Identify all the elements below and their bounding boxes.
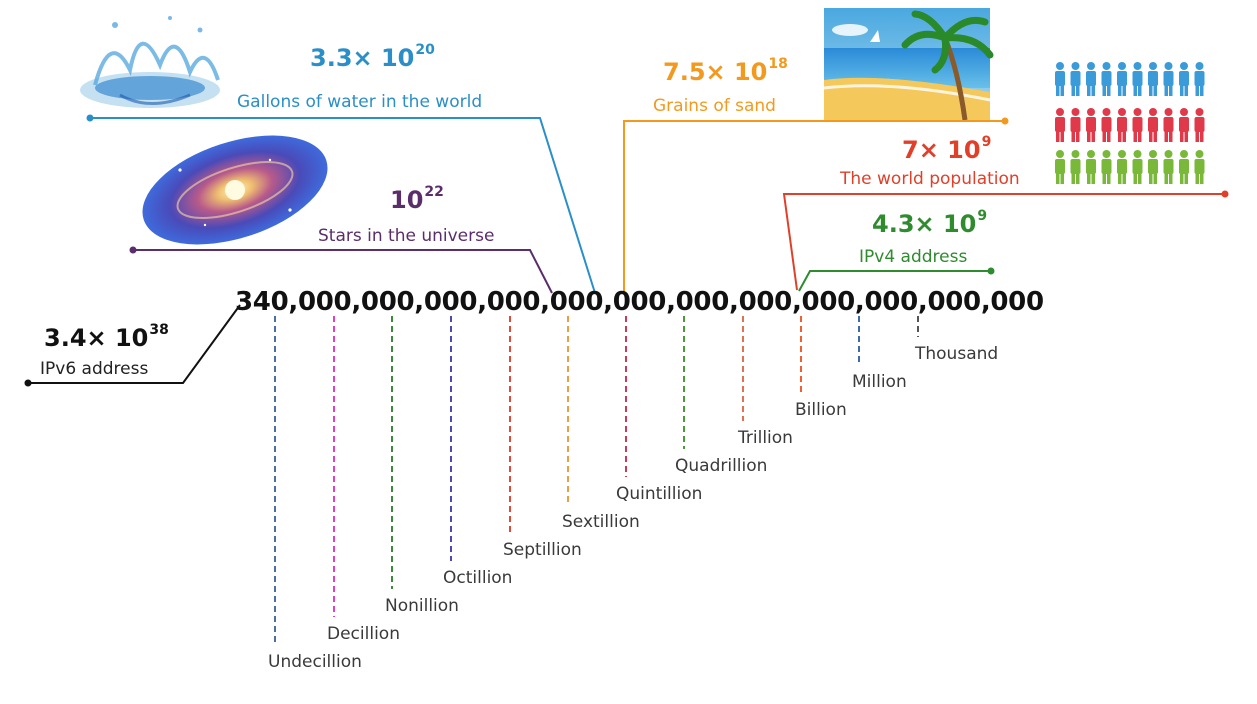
person-figure bbox=[1070, 108, 1081, 142]
person-figure bbox=[1086, 150, 1096, 184]
person-figure bbox=[1101, 62, 1112, 96]
sand-value: 7.5× 1018 bbox=[663, 56, 788, 86]
person-figure bbox=[1179, 62, 1189, 96]
galaxy-icon bbox=[142, 135, 328, 245]
person-figure bbox=[1132, 62, 1143, 96]
population-value: 7× 109 bbox=[902, 134, 992, 164]
person-figure bbox=[1132, 108, 1143, 142]
person-figure bbox=[1148, 62, 1158, 96]
person-figure bbox=[1194, 108, 1205, 142]
person-figure bbox=[1163, 150, 1174, 184]
water-value: 3.3× 1020 bbox=[310, 42, 435, 72]
ipv4-value: 4.3× 109 bbox=[872, 208, 988, 238]
unit-label-million: Million bbox=[852, 372, 907, 392]
person-figure bbox=[1070, 150, 1081, 184]
unit-label-billion: Billion bbox=[795, 400, 847, 420]
beach-icon bbox=[823, 8, 994, 121]
person-figure bbox=[1163, 108, 1174, 142]
person-figure bbox=[1055, 62, 1065, 96]
person-figure bbox=[1101, 150, 1112, 184]
person-figure bbox=[1117, 62, 1127, 96]
sand-caption: Grains of sand bbox=[653, 96, 776, 116]
unit-label-nonillion: Nonillion bbox=[385, 596, 459, 616]
person-figure bbox=[1148, 150, 1158, 184]
person-figure bbox=[1117, 150, 1127, 184]
people-icon bbox=[1055, 62, 1205, 184]
person-figure bbox=[1070, 62, 1081, 96]
unit-label-trillion: Trillion bbox=[738, 428, 793, 448]
unit-label-quintillion: Quintillion bbox=[616, 484, 703, 504]
ipv6-caption: IPv6 address bbox=[40, 359, 149, 379]
person-figure bbox=[1086, 62, 1096, 96]
unit-label-thousand: Thousand bbox=[915, 344, 999, 364]
stars-caption: Stars in the universe bbox=[318, 226, 495, 246]
person-figure bbox=[1055, 108, 1065, 142]
unit-label-decillion: Decillion bbox=[327, 624, 400, 644]
unit-label-sextillion: Sextillion bbox=[562, 512, 640, 532]
ipv4-caption: IPv4 address bbox=[859, 247, 968, 267]
person-figure bbox=[1086, 108, 1096, 142]
person-figure bbox=[1101, 108, 1112, 142]
unit-label-undecillion: Undecillion bbox=[268, 652, 362, 672]
population-caption: The world population bbox=[840, 169, 1020, 189]
person-figure bbox=[1148, 108, 1158, 142]
person-figure bbox=[1179, 150, 1189, 184]
ipv6-number: 340,000,000,000,000,000,000,000,000,000,… bbox=[235, 287, 1044, 317]
water-caption: Gallons of water in the world bbox=[237, 92, 483, 112]
unit-dash-lines bbox=[274, 316, 919, 645]
water-splash-icon bbox=[80, 16, 220, 108]
person-figure bbox=[1179, 108, 1189, 142]
unit-label-octillion: Octillion bbox=[443, 568, 513, 588]
stars-value: 1022 bbox=[390, 184, 444, 214]
person-figure bbox=[1117, 108, 1127, 142]
person-figure bbox=[1132, 150, 1143, 184]
person-figure bbox=[1163, 62, 1174, 96]
person-figure bbox=[1194, 62, 1205, 96]
unit-label-septillion: Septillion bbox=[503, 540, 582, 560]
person-figure bbox=[1055, 150, 1065, 184]
ipv6-value: 3.4× 1038 bbox=[44, 322, 169, 352]
person-figure bbox=[1194, 150, 1205, 184]
unit-label-quadrillion: Quadrillion bbox=[675, 456, 768, 476]
